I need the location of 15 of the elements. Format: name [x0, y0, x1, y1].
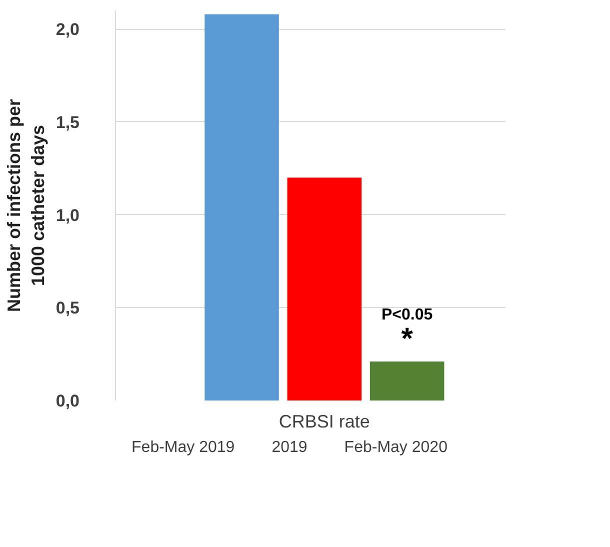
y-tick-label: 0,0: [56, 392, 80, 410]
y-tick-label: 2,0: [56, 20, 80, 40]
y-tick-label: 0,5: [56, 298, 80, 318]
y-tick-label: 1,5: [56, 112, 80, 132]
bar: [370, 362, 444, 400]
text: Feb-May 2020: [344, 439, 448, 457]
bar: [204, 14, 279, 400]
annotation: P<0.05: [381, 306, 433, 324]
y-axis-title: Number of infections per 1000 catheter days: [4, 98, 48, 312]
annotation: *: [401, 322, 414, 356]
x-tick-label: CRBSI rate: [278, 412, 370, 432]
text: Feb-May 2019: [132, 439, 235, 457]
bar: [287, 178, 362, 400]
text: 2019: [272, 439, 308, 457]
y-tick-label: 1,0: [56, 206, 80, 225]
